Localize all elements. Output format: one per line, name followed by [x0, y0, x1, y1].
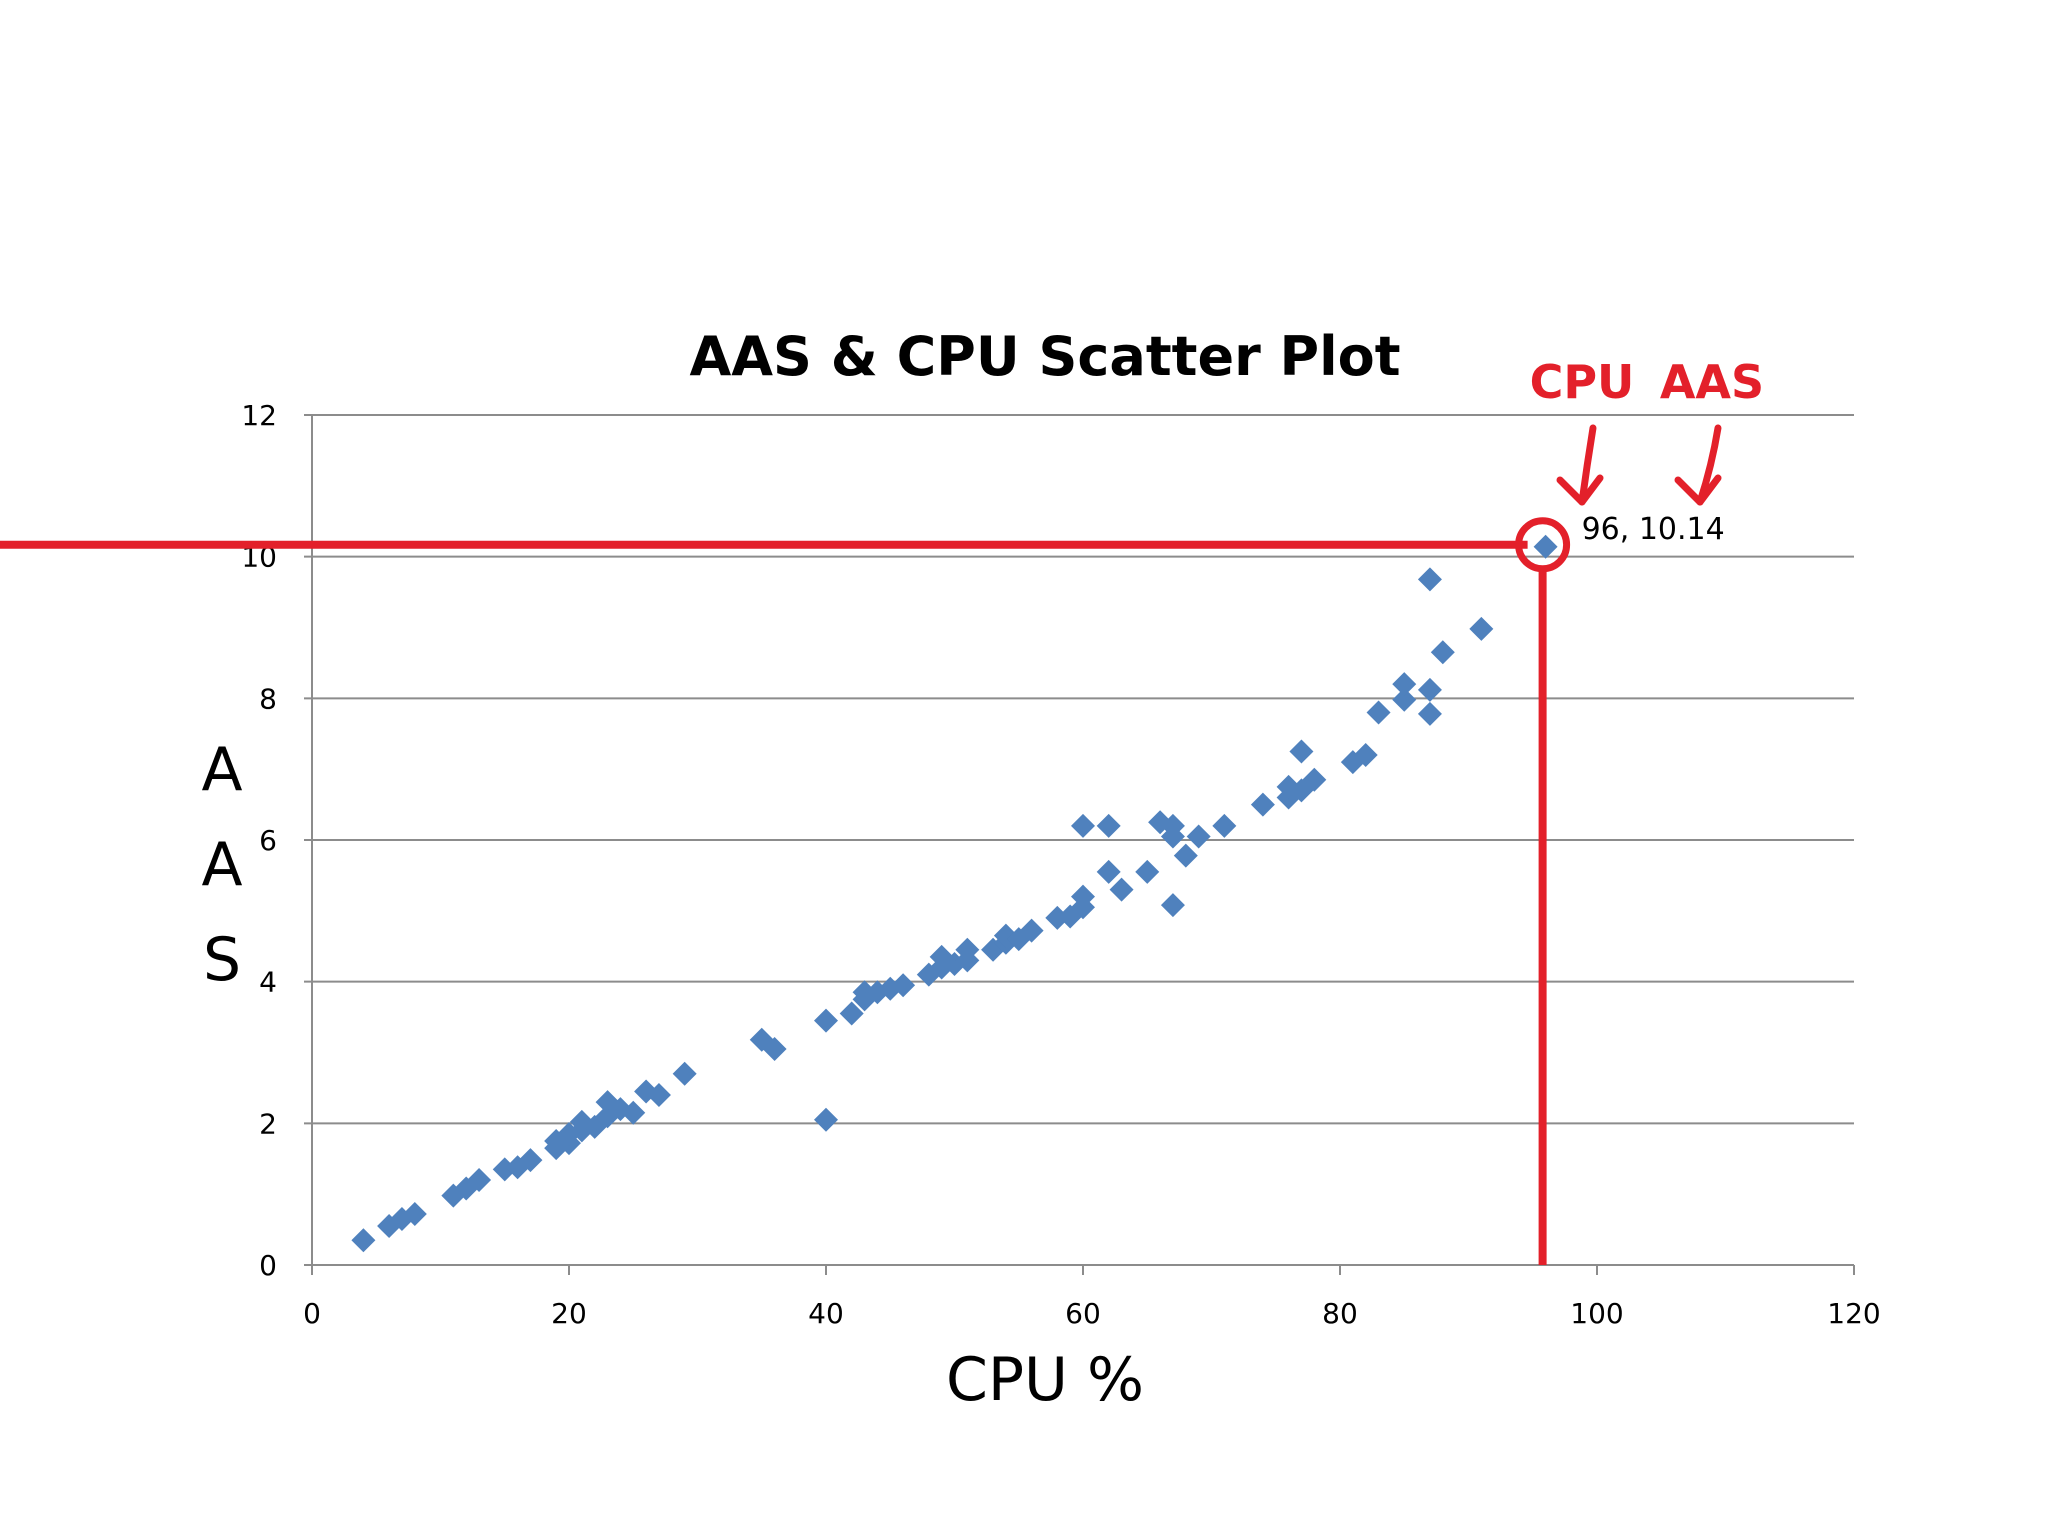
data-point-77 — [1533, 534, 1558, 559]
data-point-27 — [814, 1107, 838, 1132]
data-point-75 — [1430, 640, 1455, 665]
x-tick-label-0: 0 — [303, 1297, 321, 1330]
data-point-48 — [1071, 884, 1095, 909]
callout-aas-arrow-head — [1674, 474, 1722, 506]
x-tick-label-100: 100 — [1570, 1297, 1623, 1330]
data-point-22 — [646, 1083, 671, 1107]
gridlines — [304, 414, 1854, 1266]
data-point-72 — [1417, 701, 1442, 726]
x-tick-label-40: 40 — [808, 1297, 844, 1330]
data-point-53 — [1135, 859, 1160, 884]
data-point-66 — [1302, 767, 1327, 792]
y-tick-label-4: 4 — [259, 966, 277, 999]
data-point-61 — [1250, 792, 1275, 817]
annotation-circle — [1515, 517, 1571, 573]
x-tick-label-120: 120 — [1827, 1297, 1880, 1330]
x-axis-label: CPU % — [946, 1345, 1144, 1415]
data-point-39 — [955, 937, 980, 962]
highlight-point-label: 96, 10.14 — [1582, 512, 1725, 547]
data-point-68 — [1353, 743, 1378, 767]
data-point-44 — [1019, 918, 1044, 943]
data-point-70 — [1392, 687, 1417, 712]
y-axis-label-letter-0: A — [201, 735, 242, 805]
data-point-71 — [1392, 672, 1417, 697]
data-point-57 — [1160, 824, 1185, 849]
data-point-6 — [467, 1168, 492, 1192]
data-point-49 — [1071, 813, 1095, 838]
data-point-65 — [1289, 739, 1314, 764]
data-point-23 — [672, 1061, 697, 1086]
data-point-58 — [1173, 843, 1198, 868]
callout-cpu-arrow — [1556, 424, 1604, 506]
data-point-50 — [1096, 813, 1121, 838]
callout-cpu-arrow-head — [1556, 474, 1604, 506]
x-tick-label-60: 60 — [1065, 1297, 1101, 1330]
data-point-0 — [351, 1228, 376, 1253]
data-point-76 — [1469, 616, 1494, 641]
y-tick-label-12: 12 — [241, 399, 277, 432]
data-point-60 — [1212, 813, 1237, 838]
data-point-52 — [1109, 877, 1134, 902]
y-axis-label-letter-2: S — [203, 925, 241, 995]
data-point-69 — [1366, 700, 1391, 725]
data-point-9 — [518, 1148, 543, 1173]
data-point-59 — [1186, 824, 1211, 849]
y-tick-label-6: 6 — [259, 824, 277, 857]
data-point-3 — [402, 1202, 427, 1226]
y-tick-label-0: 0 — [259, 1249, 277, 1282]
data-point-73 — [1417, 677, 1442, 702]
callout-aas-arrow — [1674, 424, 1722, 506]
data-point-20 — [621, 1100, 646, 1125]
data-point-30 — [852, 980, 877, 1005]
y-tick-label-8: 8 — [259, 682, 277, 715]
chart-title: AAS & CPU Scatter Plot — [689, 325, 1400, 388]
data-point-26 — [814, 1008, 838, 1033]
data-point-51 — [1096, 859, 1121, 884]
x-tick-labels: 0 20 40 60 80 100 120 — [303, 1297, 1881, 1330]
callout-aas-label: AAS — [1660, 355, 1764, 409]
callout-cpu-label: CPU — [1530, 355, 1635, 409]
data-point-56 — [1160, 893, 1185, 918]
data-point-74 — [1417, 567, 1442, 592]
axes — [311, 415, 1855, 1275]
y-tick-label-2: 2 — [259, 1107, 277, 1140]
data-point-28 — [839, 1001, 864, 1026]
y-axis-label: AAS — [201, 735, 242, 995]
data-point-25 — [762, 1036, 787, 1061]
x-tick-label-20: 20 — [551, 1297, 587, 1330]
data-point-33 — [891, 973, 916, 998]
y-axis-label-letter-1: A — [201, 830, 242, 900]
x-tick-label-80: 80 — [1322, 1297, 1358, 1330]
data-points — [351, 534, 1558, 1253]
